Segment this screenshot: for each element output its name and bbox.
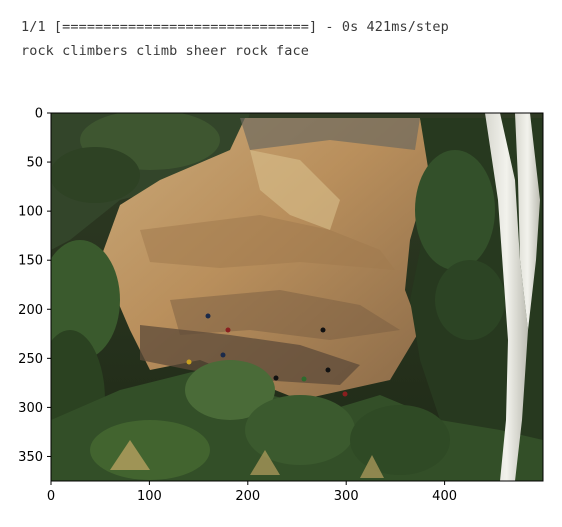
y-tick-label: 200 [18,303,43,318]
plot-frame [50,112,544,482]
y-tick-label: 250 [18,352,43,367]
x-tick-label: 300 [334,489,359,504]
x-axis: 0 100 200 300 400 [47,481,457,504]
climbing-photo [51,113,543,481]
y-tick-label: 350 [18,450,43,465]
caption-output-line: rock climbers climb sheer rock face [21,43,309,59]
x-tick-label: 200 [235,489,260,504]
y-tick-label: 150 [18,254,43,269]
x-tick-label: 100 [137,489,162,504]
y-tick-label: 50 [26,156,43,171]
y-axis: 0 50 100 150 200 250 300 350 [18,107,51,465]
y-tick-label: 100 [18,205,43,220]
x-tick-label: 0 [47,489,55,504]
progress-output-line: 1/1 [==============================] - 0… [21,19,449,35]
y-tick-label: 0 [35,107,43,122]
x-tick-label: 400 [432,489,457,504]
y-tick-label: 300 [18,401,43,416]
